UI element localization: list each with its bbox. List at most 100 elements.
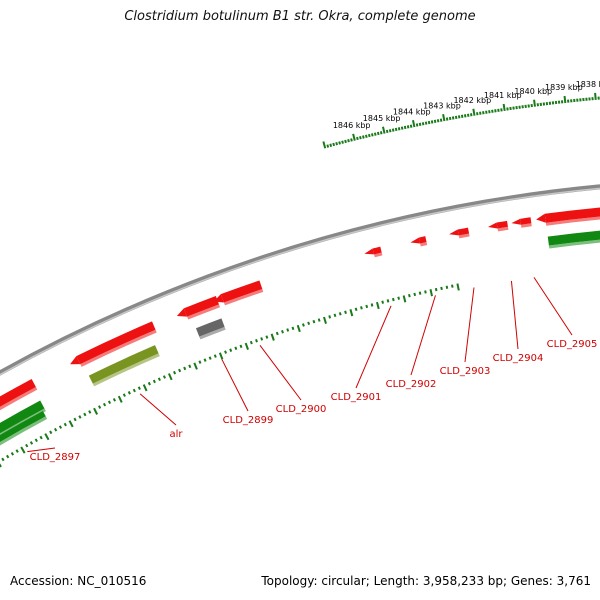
ruler-minor-tick [329, 143, 333, 147]
ruler-minor-tick [15, 449, 19, 453]
ruler-minor-tick [469, 113, 473, 117]
gene-label-leader [221, 359, 249, 412]
ruler-minor-tick [359, 136, 362, 140]
ruler-minor-tick [157, 377, 161, 381]
ruler-major-tick [244, 342, 249, 350]
gene-label-leader [139, 393, 177, 426]
ruler-minor-tick [132, 388, 136, 393]
ruler-minor-tick [255, 338, 258, 343]
ruler-minor-tick [332, 142, 336, 147]
ruler-minor-tick [1, 457, 5, 462]
ruler-minor-tick [451, 116, 455, 120]
ruler-major-tick [0, 463, 2, 468]
kbp-tick-label: 1842 kbp [453, 96, 491, 105]
kbp-tick-label: 1846 kbp [333, 121, 371, 130]
ruler-minor-tick [317, 318, 321, 322]
ruler-minor-tick [347, 138, 350, 143]
ruler-minor-tick [178, 368, 182, 373]
kbp-tick-label: 1839 kbp [545, 83, 583, 92]
ruler-minor-tick [403, 125, 407, 130]
ruler-minor-tick [137, 386, 141, 390]
ruler-minor-tick [385, 129, 389, 134]
ruler-minor-tick [365, 304, 369, 309]
ruler-minor-tick [286, 328, 290, 332]
ruler-minor-tick [29, 441, 34, 445]
kbp-tick-label: 1844 kbp [393, 107, 431, 116]
gene-label: CLD_2904 [493, 353, 544, 364]
ruler-minor-tick [275, 331, 279, 336]
ruler-minor-tick [265, 335, 269, 339]
ruler-major-tick [68, 420, 74, 428]
ruler-minor-tick [427, 120, 431, 125]
ruler-minor-tick [418, 122, 422, 127]
ruler-minor-tick [406, 125, 410, 129]
ruler-minor-tick [381, 300, 385, 304]
ruler-minor-tick [98, 405, 102, 409]
ruler-minor-tick [312, 319, 316, 324]
gene-label: alr [169, 429, 183, 440]
gene-forward-feature [449, 227, 470, 239]
ruler-major-tick [270, 333, 275, 341]
gene-label-leader [410, 295, 436, 376]
ruler-minor-tick [379, 131, 383, 135]
ruler-minor-tick [127, 391, 131, 395]
ruler-minor-tick [365, 134, 368, 138]
ruler-minor-tick [356, 136, 359, 141]
ruler-minor-tick [394, 127, 398, 132]
ruler-minor-tick [448, 116, 452, 121]
ruler-major-tick [349, 309, 354, 317]
ruler-minor-tick [78, 415, 82, 419]
ruler-minor-tick [73, 417, 77, 422]
ruler-minor-tick [291, 326, 295, 331]
ruler-minor-tick [457, 115, 461, 119]
gene-label-leader [533, 277, 573, 336]
ruler-minor-tick [344, 310, 347, 314]
gene-forward-feature [70, 321, 157, 367]
ruler-major-tick [382, 126, 386, 134]
ruler-minor-tick [229, 348, 233, 352]
ruler-major-tick [376, 301, 380, 310]
ruler-minor-tick [424, 121, 428, 125]
accession-text: Accession: NC_010516 [10, 574, 147, 588]
ruler-minor-tick [386, 299, 390, 303]
ruler-minor-tick [6, 454, 10, 459]
ruler-major-tick [322, 141, 327, 149]
gene-forward-feature [213, 280, 264, 306]
ruler-minor-tick [424, 290, 427, 294]
kbp-tick-label: 1840 kbp [514, 87, 552, 96]
kbp-tick-label: 1845 kbp [363, 114, 401, 123]
gene-gray-feature [195, 318, 226, 340]
ruler-minor-tick [107, 400, 112, 405]
ruler-minor-tick [418, 291, 422, 295]
gene-label: CLD_2901 [331, 392, 382, 403]
ruler-minor-tick [25, 443, 29, 448]
ruler-minor-tick [302, 323, 305, 327]
ruler-major-tick [20, 446, 26, 454]
gene-forward-feature [176, 295, 221, 320]
ruler-minor-tick [397, 296, 401, 300]
ruler-minor-tick [63, 422, 67, 427]
ruler-minor-tick [281, 330, 284, 334]
ruler-minor-tick [224, 350, 228, 354]
gene-forward-feature [364, 246, 383, 258]
ruler-minor-tick [436, 119, 440, 123]
gene-forward-feature [511, 217, 532, 228]
gene-label-leader [27, 447, 56, 453]
map-title: Clostridium botulinum B1 str. Okra, comp… [124, 9, 476, 24]
ruler-minor-tick [460, 114, 464, 118]
ruler-minor-tick [344, 139, 347, 144]
ruler-minor-tick [335, 141, 338, 146]
gene-label-leader [464, 287, 475, 363]
gene-label-leader [510, 280, 519, 350]
ruler-major-tick [323, 316, 327, 325]
ruler-minor-tick [388, 129, 392, 133]
ruler-minor-tick [421, 122, 425, 126]
kbp-tick-label: 1841 kbp [484, 91, 522, 100]
ruler-minor-tick [39, 435, 43, 440]
ruler-major-tick [502, 103, 506, 112]
ruler-minor-tick [392, 297, 395, 302]
ruler-minor-tick [376, 131, 380, 136]
ruler-major-tick [117, 395, 123, 403]
